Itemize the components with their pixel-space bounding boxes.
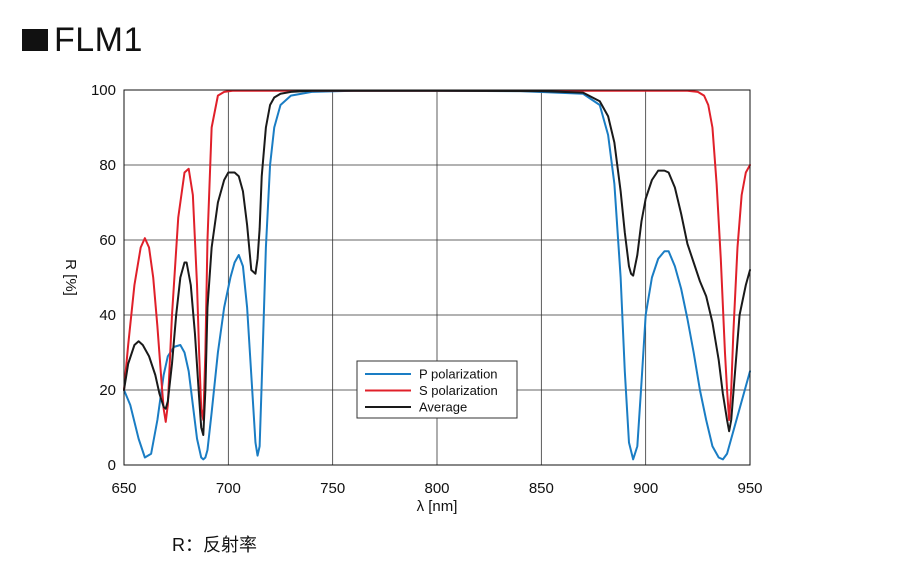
x-axis-ticks: 650 700 750 800 850 900 950 xyxy=(111,480,762,497)
y-tick-label: 40 xyxy=(99,307,116,324)
legend-box xyxy=(356,360,518,419)
legend-label: P polarization xyxy=(419,367,498,382)
series-line-average xyxy=(123,89,751,436)
y-tick-label: 80 xyxy=(99,157,116,174)
x-tick-label: 700 xyxy=(216,480,241,497)
x-tick-label: 800 xyxy=(424,480,449,497)
y-tick-label: 60 xyxy=(99,232,116,249)
chart-title: FLM1 xyxy=(22,20,143,60)
x-axis-label: λ [nm] xyxy=(417,498,458,515)
x-tick-label: 750 xyxy=(320,480,345,497)
y-tick-label: 20 xyxy=(99,382,116,399)
legend-label: S polarization xyxy=(419,383,498,398)
reflectance-chart: 650 700 750 800 850 900 950 0 20 40 60 80 100 λ [nm… xyxy=(62,82,763,515)
x-tick-label: 850 xyxy=(529,480,554,497)
y-axis-ticks: 0 20 40 60 80 100 xyxy=(91,82,116,474)
x-tick-label: 900 xyxy=(633,480,658,497)
y-axis-label: R [%] xyxy=(62,259,79,296)
x-tick-label: 950 xyxy=(737,480,762,497)
series-line-p-polarization xyxy=(123,89,751,461)
title-square-icon xyxy=(22,29,48,51)
footnote: R：反射率 xyxy=(172,535,257,555)
y-tick-label: 0 xyxy=(108,457,116,474)
series-line-s-polarization xyxy=(123,89,751,423)
series-lines xyxy=(123,89,751,461)
plot-frame xyxy=(123,89,751,466)
legend-label: Average xyxy=(419,400,467,415)
x-tick-label: 650 xyxy=(111,480,136,497)
y-tick-label: 100 xyxy=(91,82,116,99)
chart-title-text: FLM1 xyxy=(54,21,143,59)
